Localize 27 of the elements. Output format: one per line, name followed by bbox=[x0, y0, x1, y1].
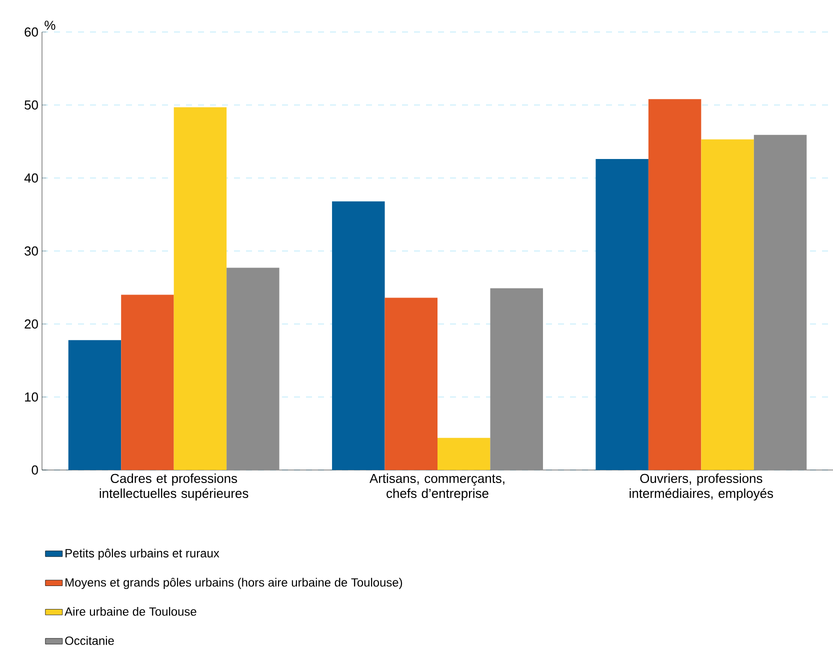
x-tick-label: Cadres et professions intellectuelles supérieures bbox=[100, 474, 248, 501]
bar bbox=[648, 99, 702, 470]
legend-label: Moyens et grands pôles urbains (hors aire urbaine de Toulouse) bbox=[66, 578, 402, 590]
bar bbox=[174, 107, 227, 470]
y-axis-title: % bbox=[44, 20, 56, 30]
y-tick-label: 30 bbox=[24, 246, 38, 256]
legend-label: Aire urbaine de Toulouse bbox=[64, 607, 196, 616]
bar bbox=[68, 340, 122, 470]
y-tick-label: 10 bbox=[25, 392, 38, 402]
bar bbox=[384, 298, 438, 470]
bar bbox=[332, 201, 385, 470]
bar bbox=[121, 294, 174, 470]
x-tick-label: Ouvriers, professions intermédiaires, employés bbox=[630, 474, 774, 501]
bar bbox=[701, 139, 754, 470]
x-tick-label: Artisans, commerçants, chefs d’entreprise bbox=[370, 474, 504, 501]
y-tick-label: 0 bbox=[32, 465, 38, 475]
y-tick-label: 60 bbox=[24, 27, 38, 37]
bar bbox=[490, 288, 543, 470]
legend-label: Petits pôles urbains et ruraux bbox=[66, 548, 220, 560]
y-tick-label: 50 bbox=[24, 100, 38, 110]
legend-label: Occitanie bbox=[65, 636, 114, 645]
bar bbox=[438, 438, 490, 470]
bar bbox=[596, 159, 648, 470]
y-tick-label: 20 bbox=[24, 319, 38, 329]
bar bbox=[754, 134, 807, 470]
bar bbox=[226, 268, 280, 470]
y-tick-label: 40 bbox=[24, 173, 38, 183]
